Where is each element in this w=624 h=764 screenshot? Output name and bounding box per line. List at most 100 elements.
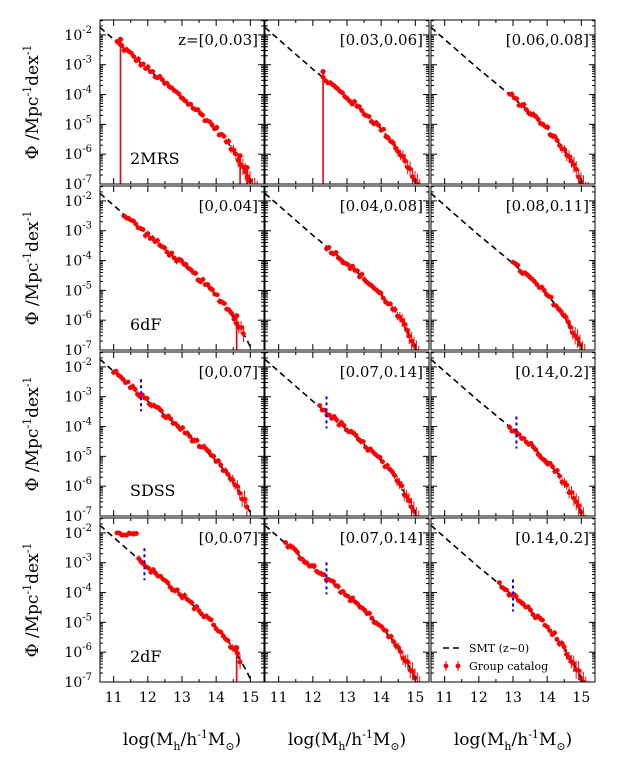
- panel-0-2: [0.06,0.08]: [430, 19, 596, 185]
- y-tick-label: 10-5: [64, 114, 92, 133]
- x-tick-label: 11: [105, 690, 123, 706]
- x-axis-labels: log(Mh/h-1M⊙) log(Mh/h-1M⊙) log(Mh/h-1M⊙): [123, 728, 572, 753]
- data-point: [535, 116, 541, 122]
- x-tick-label: 13: [173, 690, 191, 706]
- data-point: [218, 629, 224, 635]
- data-point: [568, 324, 573, 330]
- panel-2-1: [0.07,0.14]: [264, 351, 430, 517]
- x-tick-label: 12: [470, 690, 488, 706]
- data-point: [345, 593, 351, 599]
- data-point: [545, 124, 551, 130]
- data-point: [521, 436, 527, 441]
- y-tick-label: 10-6: [64, 642, 92, 661]
- data-point: [242, 496, 247, 502]
- x-tick-label: 15: [572, 690, 590, 706]
- data-point: [383, 628, 389, 634]
- y-tick-label: 10-4: [64, 85, 92, 104]
- data-point: [571, 661, 577, 667]
- group-catalog-points: [324, 244, 420, 350]
- x-tick-label: 11: [436, 690, 454, 706]
- data-point: [390, 639, 396, 644]
- x-axis-label: log(Mh/h-1M⊙): [454, 728, 572, 753]
- data-point: [214, 124, 220, 130]
- data-point: [164, 80, 170, 86]
- data-point: [208, 617, 214, 623]
- panel-grid: 10-2 10-3 10-4 10-5 10-6 10-7 z=[0,0.03] 2MRS [0…: [64, 19, 596, 706]
- data-point: [576, 174, 582, 180]
- x-axis-label: log(Mh/h-1M⊙): [288, 728, 406, 753]
- data-point: [362, 607, 368, 613]
- data-point: [333, 250, 339, 255]
- data-point: [561, 146, 567, 152]
- panel-content: [265, 26, 423, 184]
- data-point: [331, 414, 337, 419]
- y-axis-label: Φ /Mpc-1dex-1: [21, 543, 43, 658]
- data-point: [164, 249, 170, 255]
- data-point: [399, 317, 405, 323]
- data-point: [554, 636, 560, 642]
- data-point: [169, 250, 175, 256]
- y-tick-label: 10-2: [64, 523, 92, 542]
- y-tick-label: 10-2: [64, 25, 92, 44]
- data-point: [131, 54, 137, 59]
- data-point: [564, 482, 570, 488]
- x-tick-label: 14: [372, 690, 390, 706]
- data-point: [573, 499, 579, 505]
- y-tick-label: 10-6: [64, 310, 92, 329]
- data-point: [321, 572, 327, 578]
- data-point: [381, 126, 386, 132]
- data-point: [211, 453, 217, 459]
- y-tick-label: 10-2: [64, 191, 92, 210]
- data-point: [144, 395, 150, 401]
- smt-model-curve: [431, 26, 584, 184]
- panel-2-0: 10-2 10-3 10-4 10-5 10-6 10-7 [0,0.07] SDSS: [64, 351, 265, 525]
- y-tick-label: 10-7: [64, 506, 92, 525]
- panel-content: [100, 358, 253, 516]
- data-point: [234, 483, 240, 489]
- data-point: [414, 181, 420, 184]
- data-point: [241, 331, 246, 337]
- panel-redshift-label: [0,0.04]: [199, 197, 258, 215]
- data-point: [240, 164, 246, 170]
- group-catalog-points: [111, 368, 250, 516]
- data-point: [410, 669, 415, 674]
- data-point: [359, 108, 365, 113]
- panel-content: [265, 524, 423, 682]
- legend: SMT (z~0) Group catalog: [443, 642, 548, 673]
- data-point: [557, 473, 562, 479]
- data-point: [504, 587, 509, 593]
- data-point: [340, 90, 345, 96]
- panel-content: [431, 26, 589, 184]
- data-point: [140, 227, 146, 232]
- data-point: [206, 448, 212, 454]
- data-point: [180, 425, 186, 431]
- smt-model-curve: [100, 358, 253, 516]
- smt-model-curve: [100, 192, 253, 350]
- data-point: [159, 77, 165, 83]
- data-point: [554, 467, 560, 473]
- panel-content: [100, 26, 258, 184]
- data-point: [223, 468, 228, 474]
- data-point: [554, 137, 560, 143]
- data-point: [507, 424, 512, 430]
- data-point: [150, 235, 156, 241]
- data-point: [390, 140, 396, 146]
- data-point: [378, 290, 384, 296]
- x-tick-label: 14: [207, 690, 225, 706]
- panel-content: [100, 192, 253, 350]
- data-point: [335, 584, 341, 589]
- panel-3-1: 11 12 13 14 15 [0.07,0.14]: [264, 517, 430, 706]
- data-point: [218, 462, 224, 468]
- data-point: [369, 615, 375, 621]
- data-point: [320, 69, 326, 75]
- data-point: [209, 122, 215, 128]
- data-point: [187, 433, 193, 439]
- data-point: [583, 523, 588, 528]
- data-point: [350, 263, 355, 269]
- data-point: [145, 231, 151, 237]
- y-tick-label: 10-3: [64, 55, 92, 74]
- smt-model-curve: [431, 358, 584, 516]
- panel-1-2: [0.08,0.11]: [430, 185, 596, 351]
- survey-label: 2MRS: [130, 149, 180, 168]
